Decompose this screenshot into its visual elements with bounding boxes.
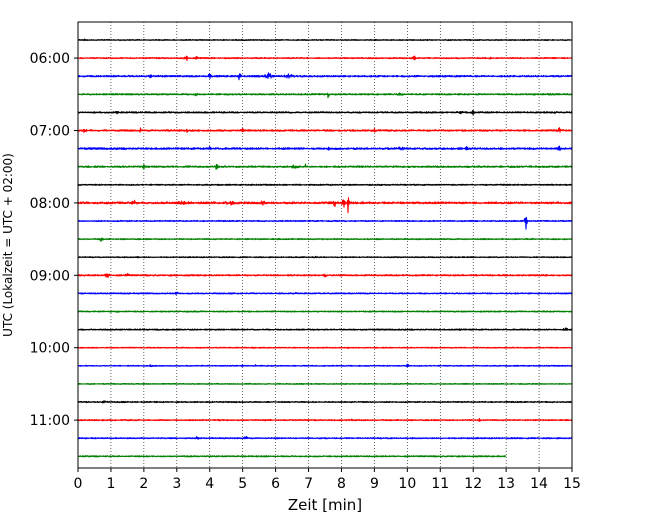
trace-line xyxy=(77,291,573,296)
trace-line xyxy=(77,327,573,332)
x-tick-label: 1 xyxy=(106,476,115,492)
trace-line xyxy=(77,237,573,242)
trace-line xyxy=(77,363,573,368)
x-axis-ticks: 0 1 2 3 4 5 6 7 8 9 10 11 12 13 14 15 xyxy=(74,468,581,492)
trace-line xyxy=(77,38,573,42)
trace-line xyxy=(77,183,573,187)
x-tick-label: 8 xyxy=(337,476,346,492)
x-tick-label: 2 xyxy=(139,476,148,492)
trace-line xyxy=(77,145,573,152)
trace-line xyxy=(77,382,573,385)
y-tick-label: 06:00 xyxy=(30,51,70,67)
x-tick-label: 11 xyxy=(431,476,449,492)
trace-line xyxy=(77,455,507,458)
x-tick-label: 13 xyxy=(497,476,515,492)
x-tick-label: 10 xyxy=(398,476,416,492)
trace-line xyxy=(77,55,573,62)
trace-line xyxy=(77,110,573,116)
x-tick-label: 4 xyxy=(205,476,214,492)
x-tick-label: 7 xyxy=(304,476,313,492)
plot-frame xyxy=(77,21,573,469)
x-tick-label: 6 xyxy=(271,476,280,492)
x-tick-label: 3 xyxy=(172,476,181,492)
y-axis-ticks: 06:00 07:00 08:00 09:00 10:00 11:00 xyxy=(30,51,78,429)
x-tick-label: 15 xyxy=(563,476,581,492)
trace-line xyxy=(77,346,573,350)
x-tick-label: 9 xyxy=(370,476,379,492)
trace-line xyxy=(77,217,573,230)
vertical-grid xyxy=(110,22,540,468)
x-tick-label: 0 xyxy=(74,476,83,492)
x-tick-label: 14 xyxy=(530,476,548,492)
trace-line xyxy=(77,418,573,422)
y-tick-label: 11:00 xyxy=(30,413,70,429)
trace-line xyxy=(77,272,573,278)
y-axis-label: UTC (Lokalzeit = UTC + 02:00) xyxy=(1,153,15,337)
trace-line xyxy=(77,92,573,99)
y-tick-label: 10:00 xyxy=(30,341,70,357)
x-tick-label: 5 xyxy=(238,476,247,492)
x-tick-label: 12 xyxy=(464,476,482,492)
y-tick-label: 07:00 xyxy=(30,124,70,140)
trace-line xyxy=(77,435,573,440)
y-tick-label: 09:00 xyxy=(30,268,70,284)
trace-line xyxy=(77,197,573,214)
trace-line xyxy=(77,310,573,313)
x-axis-label: Zeit [min] xyxy=(288,496,362,514)
y-tick-label: 08:00 xyxy=(30,196,70,212)
trace-line xyxy=(77,127,573,133)
trace-line xyxy=(77,163,573,170)
trace-line xyxy=(77,255,573,259)
trace-lines xyxy=(77,38,573,458)
trace-line xyxy=(77,400,573,404)
trace-line xyxy=(77,72,573,81)
